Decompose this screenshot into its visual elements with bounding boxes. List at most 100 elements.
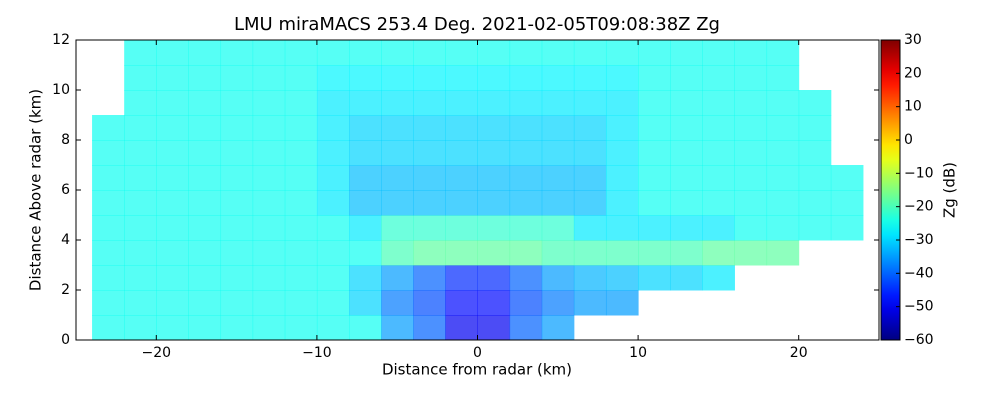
heatmap-cell xyxy=(477,240,511,266)
heatmap-cell xyxy=(220,140,254,166)
heatmap-cell xyxy=(381,140,414,166)
heatmap-cell xyxy=(573,140,607,166)
heatmap-cell xyxy=(573,90,607,116)
heatmap-cell xyxy=(92,315,125,341)
heatmap-cell xyxy=(349,65,382,91)
heatmap-cell xyxy=(124,240,157,266)
heatmap-cell xyxy=(188,40,222,66)
heatmap-cell xyxy=(316,190,350,216)
heatmap-cell xyxy=(124,65,157,91)
heatmap-cell xyxy=(638,65,671,91)
heatmap-cell xyxy=(477,90,511,116)
heatmap-cell xyxy=(349,140,382,166)
heatmap-cell xyxy=(638,115,671,141)
heatmap-cell xyxy=(605,65,639,91)
heatmap-cell xyxy=(284,90,318,116)
heatmap-cell xyxy=(413,140,446,166)
heatmap-cell xyxy=(220,65,254,91)
heatmap-cell xyxy=(381,265,414,291)
heatmap-cell xyxy=(413,115,446,141)
colorbar-tick-label: 20 xyxy=(904,65,922,81)
heatmap-cell xyxy=(541,290,575,316)
heatmap-cell xyxy=(670,65,703,91)
heatmap-cell xyxy=(830,215,864,241)
heatmap-cell xyxy=(445,90,478,116)
heatmap-cell xyxy=(316,165,350,191)
heatmap-cell xyxy=(670,140,703,166)
heatmap-cell xyxy=(284,165,318,191)
heatmap-cell xyxy=(670,190,703,216)
heatmap-cell xyxy=(381,315,414,341)
heatmap-cell xyxy=(509,115,543,141)
heatmap-cell xyxy=(798,190,832,216)
heatmap-cell xyxy=(349,165,382,191)
heatmap-cell xyxy=(766,40,800,66)
heatmap-cell xyxy=(156,240,189,266)
heatmap-cell xyxy=(413,215,446,241)
heatmap-cell xyxy=(638,240,671,266)
heatmap-cell xyxy=(284,190,318,216)
heatmap-cell xyxy=(284,115,318,141)
heatmap-cell xyxy=(509,40,543,66)
heatmap-cell xyxy=(445,215,478,241)
heatmap-cell xyxy=(509,315,543,341)
heatmap-cell xyxy=(702,115,735,141)
heatmap-cell xyxy=(413,315,446,341)
heatmap-cell xyxy=(381,290,414,316)
heatmap-cell xyxy=(573,290,607,316)
y-tick-label: 4 xyxy=(61,232,70,248)
heatmap-cell xyxy=(349,265,382,291)
heatmap-cell xyxy=(349,315,382,341)
heatmap-cell xyxy=(156,315,189,341)
heatmap-cell xyxy=(316,40,350,66)
heatmap-cell xyxy=(445,290,478,316)
heatmap-cell xyxy=(541,40,575,66)
heatmap-cell xyxy=(252,115,286,141)
heatmap-cell xyxy=(734,40,768,66)
heatmap-cell xyxy=(445,65,478,91)
heatmap-cell xyxy=(156,115,189,141)
heatmap-cell xyxy=(445,115,478,141)
heatmap-cell xyxy=(188,290,222,316)
heatmap-cell xyxy=(702,90,735,116)
heatmap-cell xyxy=(766,140,800,166)
y-tick-label: 6 xyxy=(61,182,70,198)
heatmap-cell xyxy=(92,215,125,241)
heatmap-cell xyxy=(252,165,286,191)
heatmap-cells xyxy=(92,40,864,341)
heatmap-cell xyxy=(541,190,575,216)
heatmap-cell xyxy=(156,40,189,66)
heatmap-cell xyxy=(766,190,800,216)
heatmap-cell xyxy=(252,190,286,216)
heatmap-cell xyxy=(541,65,575,91)
heatmap-cell xyxy=(477,190,511,216)
heatmap-cell xyxy=(509,140,543,166)
heatmap-cell xyxy=(541,315,575,341)
heatmap-cell xyxy=(541,165,575,191)
heatmap-cell xyxy=(573,65,607,91)
heatmap-cell xyxy=(188,265,222,291)
heatmap-cell xyxy=(381,240,414,266)
colorbar-tick-label: −10 xyxy=(904,165,934,181)
heatmap-cell xyxy=(381,40,414,66)
heatmap-cell xyxy=(284,315,318,341)
heatmap-cell xyxy=(638,265,671,291)
heatmap-cell xyxy=(188,90,222,116)
heatmap-cell xyxy=(349,290,382,316)
heatmap-cell xyxy=(156,265,189,291)
heatmap-cell xyxy=(573,115,607,141)
heatmap-cell xyxy=(477,265,511,291)
heatmap-cell xyxy=(381,115,414,141)
heatmap-cell xyxy=(188,240,222,266)
heatmap-cell xyxy=(220,40,254,66)
heatmap-cell xyxy=(445,265,478,291)
heatmap-cell xyxy=(541,90,575,116)
heatmap-cell xyxy=(445,190,478,216)
colorbar-tick-label: −60 xyxy=(904,332,934,348)
heatmap-cell xyxy=(670,165,703,191)
heatmap-cell xyxy=(734,190,768,216)
heatmap-cell xyxy=(734,65,768,91)
heatmap-cell xyxy=(413,190,446,216)
